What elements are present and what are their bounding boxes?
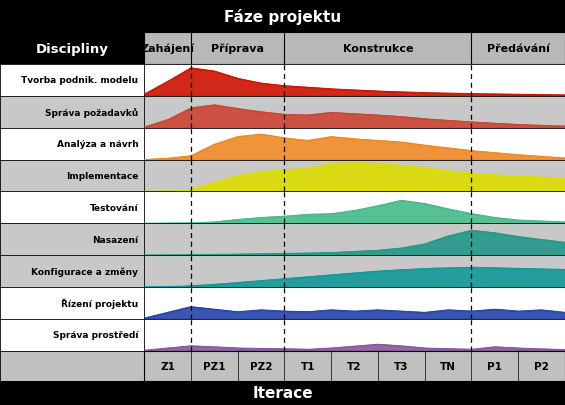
- Text: PZ1: PZ1: [203, 361, 225, 371]
- Text: Analýza a návrh: Analýza a návrh: [56, 140, 138, 149]
- Text: TN: TN: [440, 361, 456, 371]
- Text: Předávání: Předávání: [487, 44, 550, 54]
- Text: T1: T1: [301, 361, 315, 371]
- Text: Konfigurace a změny: Konfigurace a změny: [31, 266, 138, 276]
- Text: T2: T2: [347, 361, 362, 371]
- Text: Iterace: Iterace: [252, 386, 313, 401]
- Text: Zahájení: Zahájení: [141, 44, 194, 54]
- Text: Tvorba podnik. modelu: Tvorba podnik. modelu: [21, 76, 138, 85]
- Text: Fáze projektu: Fáze projektu: [224, 9, 341, 25]
- Text: T3: T3: [394, 361, 408, 371]
- Text: Testování: Testování: [90, 203, 138, 212]
- Text: Implementace: Implementace: [66, 172, 138, 181]
- Text: Discipliny: Discipliny: [36, 43, 108, 55]
- Text: Konstrukce: Konstrukce: [342, 44, 413, 54]
- Text: Nasazení: Nasazení: [92, 235, 138, 244]
- Text: Správa požadavků: Správa požadavků: [45, 108, 138, 117]
- Text: Řízení projektu: Řízení projektu: [61, 298, 138, 308]
- Text: P1: P1: [488, 361, 502, 371]
- Text: Příprava: Příprava: [211, 44, 264, 54]
- Text: Správa prostředí: Správa prostředí: [53, 330, 138, 339]
- Text: PZ2: PZ2: [250, 361, 272, 371]
- Text: Z1: Z1: [160, 361, 175, 371]
- Text: P2: P2: [534, 361, 549, 371]
